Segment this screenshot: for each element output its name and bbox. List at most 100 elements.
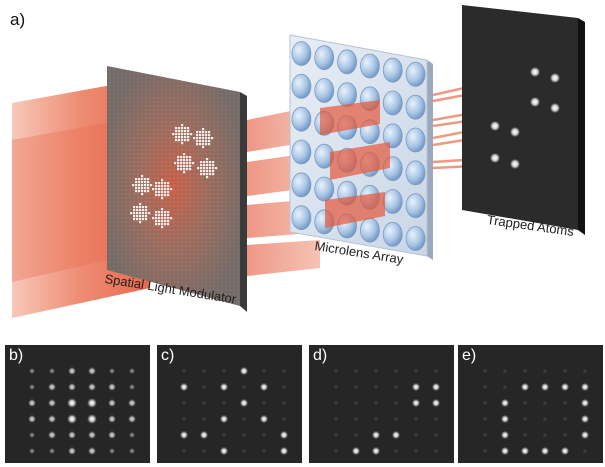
trapped-atom [530, 97, 540, 107]
fluorescence-spot [239, 398, 249, 408]
empty-site [394, 401, 398, 405]
slm-spot [197, 158, 218, 179]
microlens [291, 73, 312, 99]
empty-site [202, 417, 206, 421]
empty-site [242, 433, 246, 437]
fluorescence-spot [48, 415, 56, 423]
fluorescence-spot [88, 431, 96, 439]
fluorescence-spot [48, 431, 56, 439]
empty-site [354, 385, 358, 389]
empty-site [354, 433, 358, 437]
sub-panel-e-label: e) [462, 347, 477, 364]
fluorescence-spot [431, 398, 441, 408]
fluorescence-spot [371, 430, 381, 440]
empty-site [414, 433, 418, 437]
fluorescence-spot [28, 399, 36, 407]
slm-spot [130, 203, 151, 224]
empty-site [394, 449, 398, 453]
atom-plate-side [578, 18, 585, 235]
fluorescence-spot [29, 368, 35, 374]
empty-site [262, 401, 266, 405]
fluorescence-spot [88, 383, 96, 391]
empty-site [434, 449, 438, 453]
empty-site [282, 401, 286, 405]
fluorescence-spot [87, 398, 97, 408]
empty-site [334, 433, 338, 437]
fluorescence-spot [179, 430, 189, 440]
empty-site [354, 417, 358, 421]
empty-site [394, 369, 398, 373]
microlens [360, 53, 380, 79]
empty-site [563, 417, 567, 421]
microlens [405, 127, 426, 153]
fluorescence-spot [411, 382, 421, 392]
sub-panel-e: e) [458, 345, 603, 463]
empty-site [334, 385, 338, 389]
panel-a-label: a) [10, 10, 26, 29]
empty-site [543, 417, 547, 421]
fluorescence-spot [219, 414, 229, 424]
empty-site [483, 369, 487, 373]
fluorescence-spot [520, 446, 530, 456]
empty-site [434, 369, 438, 373]
sub-panel-b-label: b) [9, 347, 24, 364]
fluorescence-spot [179, 382, 189, 392]
empty-site [374, 417, 378, 421]
sub-panel-b: b) [5, 345, 150, 463]
microlens [382, 189, 403, 214]
fluorescence-spot [219, 446, 229, 456]
fluorescence-spot [371, 446, 381, 456]
slm-pixel-grid [107, 66, 240, 306]
microlens [337, 82, 357, 108]
fluorescence-spot [108, 399, 116, 407]
fluorescence-spot [128, 399, 136, 407]
empty-site [414, 369, 418, 373]
empty-site [374, 385, 378, 389]
mla-side [427, 60, 433, 260]
trapped-atom [550, 73, 560, 83]
empty-site [202, 401, 206, 405]
fluorescence-spot [580, 398, 590, 408]
fluorescence-spot [108, 383, 116, 391]
empty-site [394, 385, 398, 389]
empty-site [334, 449, 338, 453]
empty-site [182, 401, 186, 405]
microlens-array-lenses [291, 41, 426, 251]
fluorescence-spot [29, 432, 35, 438]
fluorescence-spot [29, 384, 35, 390]
empty-site [262, 449, 266, 453]
empty-site [262, 433, 266, 437]
empty-site [543, 433, 547, 437]
fluorescence-spot [67, 398, 77, 408]
empty-site [414, 449, 418, 453]
empty-site [434, 417, 438, 421]
slm-spot [172, 124, 193, 145]
microlens [314, 78, 335, 103]
microlens [405, 160, 426, 186]
microlens [382, 123, 403, 149]
slm-side [240, 92, 247, 312]
empty-site [222, 433, 226, 437]
fluorescence-spot [580, 430, 590, 440]
slm-spot [152, 179, 173, 200]
sub-panel-c: c) [157, 345, 302, 463]
microlens [291, 139, 312, 165]
empty-site [543, 401, 547, 405]
fluorescence-spot [68, 383, 76, 391]
slm-spot [132, 175, 153, 196]
microlens [360, 217, 380, 243]
slm-hologram-spots [130, 124, 218, 229]
fluorescence-spot [351, 446, 361, 456]
fluorescence-spot [68, 447, 76, 455]
microlens [291, 205, 312, 231]
empty-site [374, 369, 378, 373]
empty-site [394, 417, 398, 421]
fluorescence-spot [580, 414, 590, 424]
fluorescence-spot [108, 415, 116, 423]
empty-site [202, 369, 206, 373]
fluorescence-spot [29, 448, 35, 454]
empty-site [543, 369, 547, 373]
empty-site [483, 433, 487, 437]
fluorescence-spot [411, 398, 421, 408]
fluorescence-spot [500, 414, 510, 424]
